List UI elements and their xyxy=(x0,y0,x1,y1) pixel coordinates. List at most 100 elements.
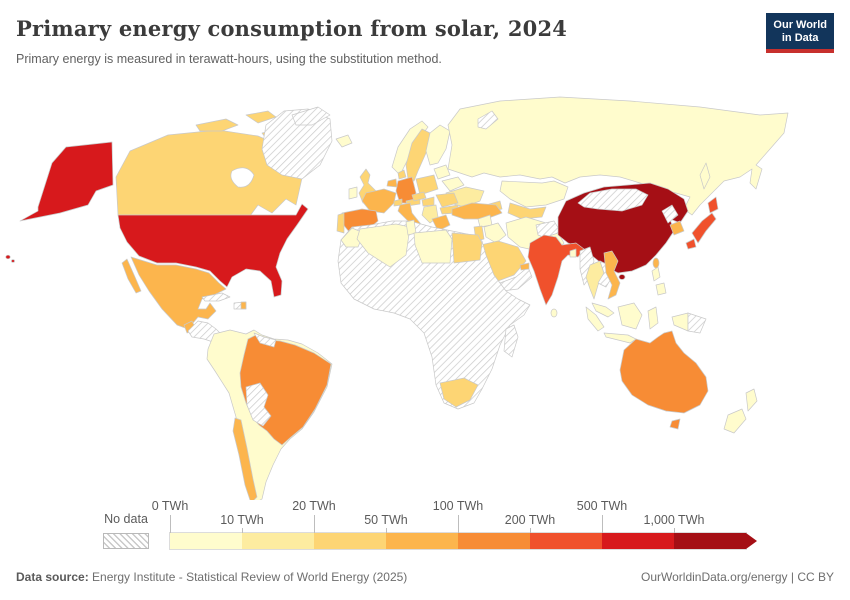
region-sulawesi[interactable] xyxy=(647,306,659,330)
region-vietnam[interactable] xyxy=(603,250,621,300)
footer-divider: | xyxy=(787,570,798,584)
region-sakhalin[interactable] xyxy=(699,162,711,190)
region-baltics[interactable] xyxy=(433,164,451,180)
region-tasmania[interactable] xyxy=(669,418,681,430)
owid-logo-line1: Our World xyxy=(773,19,827,31)
no-data-swatch[interactable] xyxy=(103,533,149,549)
region-south-korea[interactable] xyxy=(669,220,685,236)
owid-logo-line2: in Data xyxy=(781,32,819,45)
region-philippines[interactable] xyxy=(651,266,661,282)
region-india[interactable] xyxy=(527,234,585,306)
region-borneo[interactable] xyxy=(617,302,643,330)
region-hawaii[interactable] xyxy=(11,259,15,263)
region-new-zealand[interactable] xyxy=(723,408,747,434)
legend-tick xyxy=(674,528,675,533)
region-africa-nodata[interactable] xyxy=(337,220,531,410)
region-madagascar[interactable] xyxy=(503,324,519,358)
region-japan[interactable] xyxy=(691,212,717,244)
legend-bin-b500[interactable] xyxy=(602,533,674,549)
region-sumatra[interactable] xyxy=(585,306,605,332)
region-japan[interactable] xyxy=(707,196,719,214)
owid-link[interactable]: OurWorldinData.org/energy xyxy=(641,570,788,584)
legend-tick-label: 20 TWh xyxy=(292,499,336,513)
region-novaya-zemlya[interactable] xyxy=(477,110,499,130)
legend-color-bar[interactable] xyxy=(169,532,747,550)
legend-bin-b10[interactable] xyxy=(242,533,314,549)
region-greenland[interactable] xyxy=(261,108,333,180)
region-java[interactable] xyxy=(603,332,637,344)
region-greece[interactable] xyxy=(431,214,451,232)
region-finland[interactable] xyxy=(425,124,451,166)
region-chile[interactable] xyxy=(232,417,258,500)
region-new-guinea-east[interactable] xyxy=(687,312,707,334)
region-united-states[interactable] xyxy=(117,203,309,298)
region-benelux[interactable] xyxy=(386,178,398,188)
region-japan[interactable] xyxy=(685,238,697,250)
region-france[interactable] xyxy=(361,188,397,214)
region-arctic-islands[interactable] xyxy=(195,118,239,132)
owid-logo[interactable]: Our World in Data xyxy=(766,13,834,54)
license-link[interactable]: CC BY xyxy=(797,570,834,584)
region-svalbard[interactable] xyxy=(291,106,331,126)
region-new-zealand[interactable] xyxy=(745,388,758,412)
region-uae[interactable] xyxy=(519,262,530,271)
region-mexico[interactable] xyxy=(130,256,227,330)
legend-tick-label: 200 TWh xyxy=(504,513,556,527)
page-title: Primary energy consumption from solar, 2… xyxy=(16,16,568,41)
legend-bin-b200[interactable] xyxy=(530,533,602,549)
region-taiwan[interactable] xyxy=(652,257,660,269)
legend-bin-b20[interactable] xyxy=(314,533,386,549)
region-south-africa[interactable] xyxy=(439,377,479,408)
legend-tick xyxy=(530,528,531,533)
region-north-korea[interactable] xyxy=(661,204,679,224)
region-bangladesh[interactable] xyxy=(569,248,577,258)
legend-tick xyxy=(170,515,171,533)
region-romania[interactable] xyxy=(435,192,459,208)
region-hainan[interactable] xyxy=(618,274,626,280)
footer-links: OurWorldinData.org/energy | CC BY xyxy=(641,570,834,584)
region-central-asia[interactable] xyxy=(507,202,547,220)
region-dominican-republic[interactable] xyxy=(240,301,247,310)
no-data-label: No data xyxy=(104,512,148,526)
region-malaysia[interactable] xyxy=(591,302,615,318)
region-sri-lanka[interactable] xyxy=(550,308,558,318)
legend-bin-b100[interactable] xyxy=(458,533,530,549)
region-guyanas[interactable] xyxy=(253,332,277,348)
data-source-prefix: Data source: xyxy=(16,570,89,584)
chart-subtitle: Primary energy is measured in terawatt-h… xyxy=(16,52,442,66)
region-philippines[interactable] xyxy=(655,282,667,296)
region-iraq[interactable] xyxy=(483,222,507,244)
region-mongolia[interactable] xyxy=(577,188,649,212)
region-australia[interactable] xyxy=(619,330,709,414)
legend-bin-b50[interactable] xyxy=(386,533,458,549)
region-denmark[interactable] xyxy=(397,169,407,180)
region-czechia[interactable] xyxy=(411,191,427,202)
region-ireland[interactable] xyxy=(348,186,358,200)
legend-bin-b0[interactable] xyxy=(170,533,242,549)
legend-tick xyxy=(242,528,243,533)
legend-bin-b1000[interactable] xyxy=(674,533,746,549)
legend-tick xyxy=(602,515,603,533)
legend-tick xyxy=(386,528,387,533)
legend-tick-label: 1,000 TWh xyxy=(643,513,705,527)
region-algeria[interactable] xyxy=(356,223,411,268)
region-egypt[interactable] xyxy=(451,232,483,264)
region-new-guinea-west[interactable] xyxy=(671,312,689,332)
data-source-note: Data source: Energy Institute - Statisti… xyxy=(16,570,407,584)
legend-tick-label: 100 TWh xyxy=(432,499,484,513)
region-hawaii[interactable] xyxy=(5,254,11,260)
region-alaska[interactable] xyxy=(19,141,114,222)
region-bolivia-paraguay[interactable] xyxy=(245,382,272,427)
region-portugal[interactable] xyxy=(336,212,345,234)
region-cuba[interactable] xyxy=(201,292,231,302)
region-iceland[interactable] xyxy=(335,134,353,148)
chart-footer: Data source: Energy Institute - Statisti… xyxy=(0,562,850,584)
region-baja-california[interactable] xyxy=(121,258,142,294)
legend-tick xyxy=(458,515,459,533)
region-poland[interactable] xyxy=(415,174,439,196)
region-kazakhstan[interactable] xyxy=(499,180,569,208)
region-belarus[interactable] xyxy=(441,176,465,192)
legend-tick-label: 500 TWh xyxy=(576,499,628,513)
region-libya[interactable] xyxy=(413,229,453,264)
